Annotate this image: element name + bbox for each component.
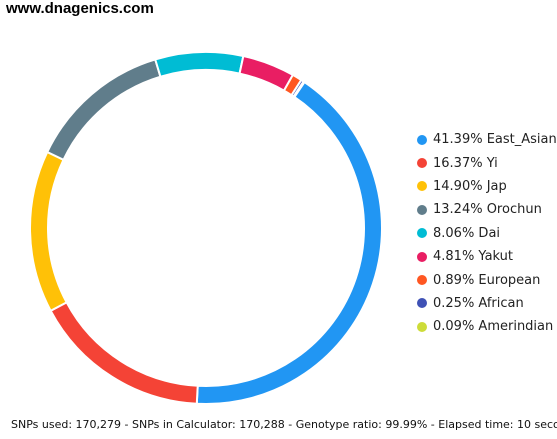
legend-label-6: 0.89% European [433,272,541,288]
legend-label-4: 8.06% Dai [433,225,501,241]
legend-label-0: 41.39% East_Asian [433,132,557,148]
donut-slice-3 [45,58,162,162]
legend-marker-4 [417,228,427,239]
donut-slice-1 [49,300,199,405]
legend-marker-1 [417,158,427,169]
legend-item-6[interactable]: 0.89% European [417,268,557,291]
legend-marker-0 [417,134,427,145]
legend-item-0[interactable]: 41.39% East_Asian [417,128,557,151]
legend-marker-2 [417,181,427,192]
stats-footer: SNPs used: 170,279 - SNPs in Calculator:… [11,418,557,431]
legend-item-2[interactable]: 14.90% Jap [417,175,557,198]
legend-item-1[interactable]: 16.37% Yi [417,151,557,174]
donut-slice-0 [195,80,383,405]
legend-marker-3 [417,204,427,215]
legend-label-2: 14.90% Jap [433,178,507,194]
donut-slice-8 [292,80,306,99]
chart-legend: 41.39% East_Asian 16.37% Yi 14.90% Jap 13.2… [417,128,557,339]
legend-label-7: 0.25% African [433,295,524,311]
site-label: www.dnagenics.com [6,0,154,17]
donut-slice-2 [29,150,68,313]
legend-item-4[interactable]: 8.06% Dai [417,222,557,245]
legend-marker-8 [417,321,427,332]
donut-chart [29,51,383,405]
legend-item-5[interactable]: 4.81% Yakut [417,245,557,268]
legend-item-8[interactable]: 0.09% Amerindian [417,315,557,338]
legend-marker-6 [417,275,427,286]
legend-item-3[interactable]: 13.24% Orochun [417,198,557,221]
donut-slice-5 [238,54,295,92]
legend-marker-5 [417,251,427,262]
legend-label-5: 4.81% Yakut [433,249,514,265]
legend-item-7[interactable]: 0.25% African [417,292,557,315]
legend-marker-7 [417,298,427,309]
donut-slice-4 [154,51,245,78]
legend-label-8: 0.09% Amerindian [433,319,554,335]
legend-label-1: 16.37% Yi [433,155,498,171]
legend-label-3: 13.24% Orochun [433,202,542,218]
